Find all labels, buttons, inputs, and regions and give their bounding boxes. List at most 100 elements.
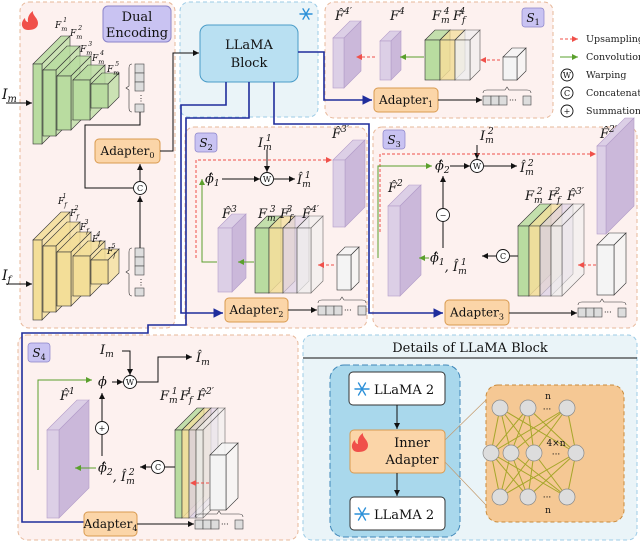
network-node (525, 444, 543, 462)
label-part: F (106, 247, 114, 257)
circle-symbol: + (99, 424, 106, 433)
adapter-1: Adapter1 (373, 87, 439, 113)
circle-symbol: − (440, 211, 447, 220)
network-edge (499, 452, 577, 498)
box-side (350, 246, 360, 291)
label-part: 2′ (205, 387, 214, 397)
label-part: , Î (113, 469, 127, 485)
box-front (254, 227, 270, 294)
box-front (209, 454, 227, 511)
label-part: S (526, 11, 534, 25)
label-part: 5 (115, 61, 119, 68)
circle-outline (496, 249, 510, 263)
label-part: 0 (149, 151, 154, 160)
adapter-3: Adapter3 (444, 299, 510, 326)
warp-circle-s3: W (470, 159, 484, 173)
circle-outline (560, 86, 574, 100)
net-dots: ··· (543, 405, 552, 415)
flake-arm (357, 507, 367, 521)
adapter-label: Adapter4 (83, 517, 138, 533)
label-part: Î (195, 350, 202, 366)
fire-icon (21, 11, 38, 30)
concat-circle-0: C (133, 181, 147, 195)
encoder-m-feature-map (90, 72, 120, 109)
label-part: I (1, 268, 8, 284)
network-edge (499, 407, 535, 454)
label-part: 3′ (341, 125, 349, 135)
circle-outline (95, 421, 109, 435)
input-image-m: Im (1, 87, 17, 105)
label-part: 2 (443, 166, 450, 176)
box-front (56, 251, 72, 307)
warp-circle-s4: W (123, 375, 137, 389)
upsample-dashed-s2 (195, 157, 332, 258)
tokens-m: ⋮ (125, 63, 145, 113)
inner-adapter-label: Adapter (385, 453, 440, 468)
box-front (296, 227, 312, 294)
stage-s3-badge-box (382, 129, 406, 150)
label-part: m (126, 477, 135, 487)
adapter-label: Adapter3 (449, 306, 504, 322)
stage-s4-badge-box (27, 342, 51, 363)
snowflake-icon (354, 382, 370, 396)
label-part: m (302, 180, 311, 190)
label-part: F (452, 9, 463, 24)
label-fm2: Fm2 (524, 187, 543, 206)
label-part: 2 (396, 179, 403, 189)
input-image-f: If (1, 268, 14, 286)
ellipsis: ⋮ (137, 278, 145, 287)
stage-s2-badge: S2 (199, 136, 212, 152)
label-part: F (69, 29, 77, 39)
label-part: f (63, 202, 68, 209)
tokens-s1: ··· (482, 86, 532, 106)
label-part: , Î (445, 259, 459, 275)
label-fhat2: F̂2 (387, 179, 403, 196)
box-front (596, 244, 615, 296)
label-fm4: Fm4 (431, 7, 450, 26)
circle-symbol: + (564, 107, 571, 116)
box-front (539, 225, 552, 297)
label-part: Adapter (83, 517, 133, 531)
token (593, 307, 603, 318)
label-part: 3 (85, 219, 89, 226)
box-front (268, 227, 284, 294)
slab-front (596, 145, 607, 235)
label-part: S (32, 346, 40, 360)
box-front (517, 225, 530, 297)
feature-map-fhat3p (332, 139, 366, 228)
legend-summation-label: Summation (586, 106, 640, 117)
snowflake-icon (299, 8, 313, 20)
label-part: 1 (428, 100, 433, 109)
label-part: F̂ (196, 388, 207, 404)
label-fhat1: F̂1 (59, 387, 75, 404)
stage-s4-badge: S4 (32, 346, 45, 362)
brace (125, 63, 133, 113)
token (134, 265, 145, 276)
label-part: m (86, 50, 92, 57)
legend-concatenation-label: Concatenation (586, 88, 640, 99)
feature-map-fhat1 (46, 399, 90, 519)
network-edge (499, 407, 577, 454)
details-title: Details of LLaMA Block (392, 341, 548, 356)
label-f4: F4 (389, 7, 405, 24)
label-part: Î (296, 172, 303, 188)
label-ff2: Ff2 (547, 187, 562, 206)
circle-symbol: W (126, 378, 135, 387)
label-part: f (85, 228, 90, 235)
label-part: 2 (536, 187, 543, 197)
circle-symbol: C (155, 463, 161, 472)
feature-map-f4 (379, 30, 402, 81)
label-part: 1 (214, 179, 220, 189)
token (325, 305, 335, 316)
label-part: f (112, 252, 117, 259)
label-phi: ϕ (98, 375, 107, 390)
label-part: I (1, 87, 8, 103)
label-part: 2 (487, 127, 494, 137)
token (134, 287, 145, 297)
circle-outline (133, 181, 147, 195)
network-node (502, 444, 520, 462)
llama2-bottom-label: LLaMA 2 (374, 508, 434, 523)
label-part: F (57, 197, 65, 207)
tokens-m-to-concat (84, 112, 141, 189)
label-part: 4′ (310, 205, 319, 215)
